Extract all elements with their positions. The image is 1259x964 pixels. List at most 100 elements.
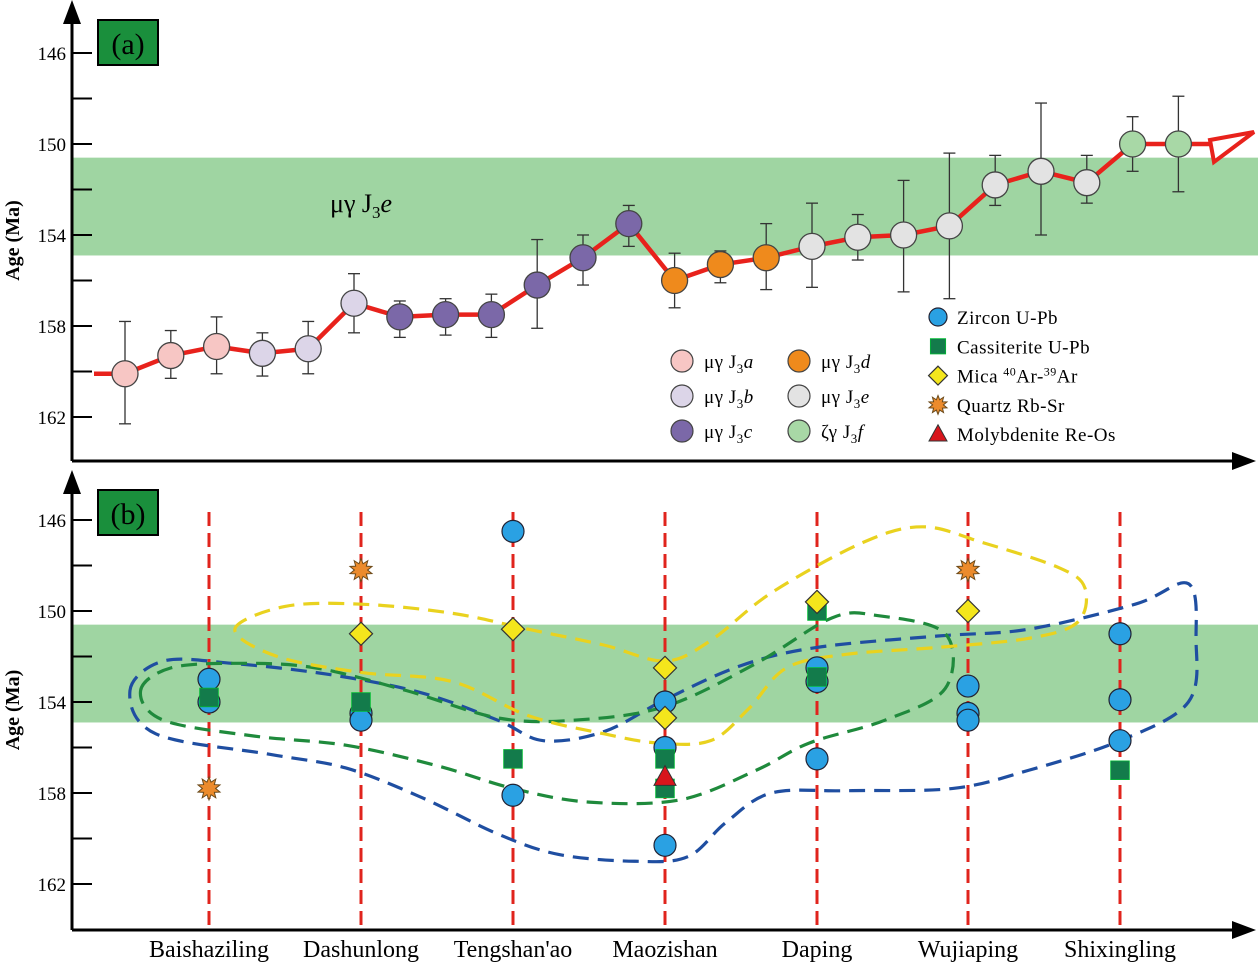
data-point xyxy=(340,289,368,317)
diamond-point xyxy=(804,589,830,615)
category-label: Shixingling xyxy=(1064,937,1176,963)
circle-point xyxy=(349,708,373,732)
panel-b: 146 150 154 158 162 Age (Ma) (b) Baishaziling Da… xyxy=(2,470,1258,963)
circle-point xyxy=(653,833,677,857)
star-point xyxy=(196,775,222,802)
circle-point xyxy=(1108,622,1132,646)
panel-tag: (b) xyxy=(111,498,146,531)
data-point xyxy=(431,300,460,329)
panel-tag-box xyxy=(97,19,159,66)
method-legend: Zircon U-Pb Cassiterite U-Pb Mica 40Ar-39A… xyxy=(927,307,1115,446)
square-point xyxy=(1110,760,1130,781)
legend-label: Cassiterite U-Pb xyxy=(957,337,1090,358)
data-point xyxy=(889,221,918,249)
square-point xyxy=(807,667,827,687)
y-tick-label: 146 xyxy=(38,44,67,65)
data-point xyxy=(844,223,872,251)
y-tick-label: 162 xyxy=(38,408,67,429)
data-point xyxy=(615,209,643,238)
legend-label: Quartz Rb-Sr xyxy=(957,396,1065,417)
band-label: μγ J3e xyxy=(330,189,392,222)
star-point xyxy=(955,557,981,583)
category-label: Baishaziling xyxy=(149,937,269,963)
x-axis-arrow xyxy=(1232,452,1256,470)
category-label: Maozishan xyxy=(612,937,717,963)
legend-marker xyxy=(787,419,811,443)
data-point xyxy=(1118,130,1147,158)
legend-marker xyxy=(787,384,811,408)
legend-marker xyxy=(670,419,694,443)
data-point xyxy=(157,341,185,370)
data-point xyxy=(660,266,689,295)
data-point xyxy=(248,339,277,367)
data-point xyxy=(752,244,780,272)
y-tick-label: 162 xyxy=(38,875,67,896)
trend-arrow xyxy=(1207,130,1256,166)
data-point xyxy=(1164,130,1193,158)
legend-marker xyxy=(927,365,949,386)
triangle-point xyxy=(653,764,677,786)
circle-point xyxy=(1108,729,1132,753)
y-axis-title: Age (Ma) xyxy=(2,670,24,751)
y-axis-arrow xyxy=(63,0,81,24)
category-label: Wujiaping xyxy=(918,937,1018,963)
data-point xyxy=(1073,169,1101,197)
data-point xyxy=(798,232,826,261)
circle-point xyxy=(805,747,829,771)
legend-marker xyxy=(928,423,948,442)
y-tick-label: 158 xyxy=(38,784,67,805)
y-axis-title: Age (Ma) xyxy=(2,200,24,281)
data-point xyxy=(1027,157,1055,185)
legend-marker xyxy=(929,338,947,355)
legend-marker xyxy=(670,384,694,408)
y-tick-label: 154 xyxy=(38,226,67,247)
data-point xyxy=(202,332,231,361)
legend-marker xyxy=(670,349,694,373)
circle-point xyxy=(1108,688,1132,712)
category-label: Dashunlong xyxy=(303,937,419,963)
data-point xyxy=(294,335,322,363)
data-point xyxy=(981,171,1009,199)
data-point xyxy=(477,300,506,329)
y-tick-label: 158 xyxy=(38,317,67,338)
y-axis-arrow xyxy=(63,470,81,494)
legend-label: μγ J3c xyxy=(704,422,753,446)
panel-tag-box xyxy=(97,489,159,536)
data-point xyxy=(935,212,964,240)
mica-envelope xyxy=(233,525,1089,746)
data-point xyxy=(111,360,139,388)
circle-point xyxy=(956,674,980,698)
square-point xyxy=(351,692,371,712)
category-label: Tengshan'ao xyxy=(454,937,573,963)
circle-point xyxy=(501,519,525,543)
data-point xyxy=(706,250,735,279)
legend-label: ζγ J3f xyxy=(821,422,866,446)
square-point xyxy=(199,687,219,708)
y-tick-label: 154 xyxy=(38,693,67,714)
data-point xyxy=(386,303,414,331)
data-point xyxy=(523,271,551,299)
legend-marker xyxy=(787,349,811,373)
legend-label: μγ J3b xyxy=(704,387,754,411)
square-point xyxy=(503,749,523,769)
y-tick-label: 146 xyxy=(38,511,67,532)
circle-point xyxy=(501,783,525,807)
legend-label: μγ J3a xyxy=(704,352,754,376)
legend-marker xyxy=(928,307,948,327)
category-label: Daping xyxy=(782,937,853,963)
diamond-point xyxy=(652,655,678,681)
circle-point xyxy=(956,708,980,732)
legend-label: Mica 40Ar-39Ar xyxy=(957,365,1078,388)
y-tick-label: 150 xyxy=(38,602,67,623)
panel-tag: (a) xyxy=(111,28,144,61)
data-point xyxy=(569,244,597,272)
star-point xyxy=(348,557,374,583)
y-tick-label: 150 xyxy=(38,135,67,156)
x-axis-arrow xyxy=(1232,921,1256,939)
cassiterite-envelope xyxy=(138,611,955,806)
legend-marker xyxy=(927,394,949,416)
unit-legend: μγ J3a μγ J3b μγ J3c μγ J3d μγ J3e ζγ J3f xyxy=(670,349,870,446)
diamond-point xyxy=(500,616,526,642)
legend-label: Zircon U-Pb xyxy=(957,308,1058,329)
